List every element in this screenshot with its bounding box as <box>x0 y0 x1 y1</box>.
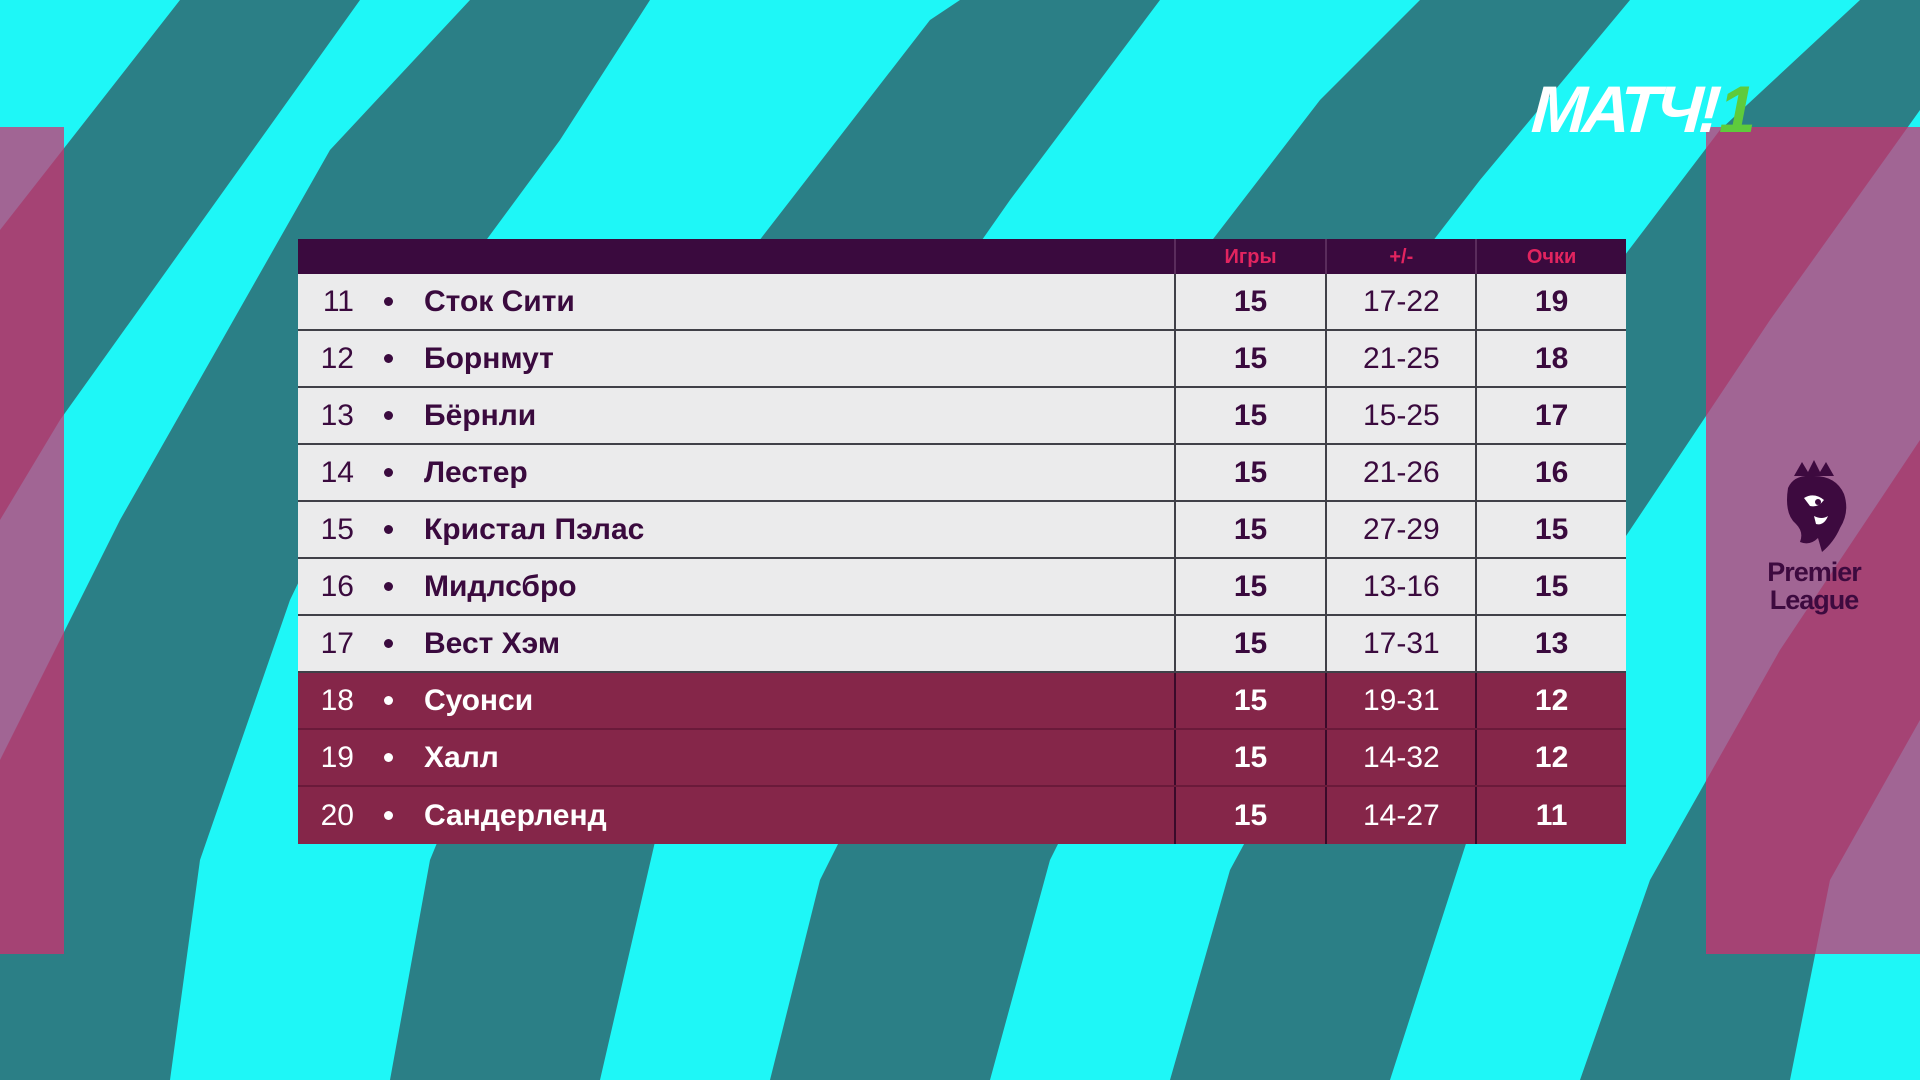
position: 18 <box>320 683 354 717</box>
team-cell: 11 Сток Сити <box>298 274 1174 329</box>
games-played: 15 <box>1173 559 1326 614</box>
position: 12 <box>320 341 354 375</box>
goal-difference: 17-22 <box>1325 274 1475 329</box>
games-played: 15 <box>1173 445 1326 500</box>
points: 12 <box>1475 730 1626 785</box>
table-row: 11 Сток Сити 15 17-22 19 <box>298 274 1626 331</box>
points: 12 <box>1475 673 1626 728</box>
team-name: Мидлсбро <box>424 569 577 603</box>
team-name: Бёрнли <box>424 398 537 432</box>
team-cell: 20 Сандерленд <box>298 787 1174 844</box>
games-played: 15 <box>1173 331 1326 386</box>
team-name: Халл <box>424 740 499 774</box>
bullet-icon <box>384 639 393 648</box>
team-name: Вест Хэм <box>424 626 561 660</box>
header-points: Очки <box>1475 239 1626 274</box>
games-played: 15 <box>1173 673 1326 728</box>
games-played: 15 <box>1173 502 1326 557</box>
table-row: 19 Халл 15 14-32 12 <box>298 730 1626 787</box>
table-row: 15 Кристал Пэлас 15 27-29 15 <box>298 502 1626 559</box>
team-name: Сандерленд <box>424 798 607 832</box>
bullet-icon <box>384 468 393 477</box>
points: 18 <box>1475 331 1626 386</box>
goal-difference: 19-31 <box>1325 673 1475 728</box>
bullet-icon <box>384 753 393 762</box>
games-played: 15 <box>1173 787 1326 844</box>
points: 17 <box>1475 388 1626 443</box>
position: 17 <box>320 626 354 660</box>
header-games: Игры <box>1173 239 1326 274</box>
lion-crest-icon <box>1787 460 1847 552</box>
channel-logo-text: МАТЧ! <box>1529 72 1720 146</box>
goal-difference: 13-16 <box>1325 559 1475 614</box>
premier-league-logo: Premier League <box>1756 458 1872 614</box>
table-header: Игры +/- Очки <box>298 239 1626 274</box>
table-row: 17 Вест Хэм 15 17-31 13 <box>298 616 1626 673</box>
table-row: 18 Суонси 15 19-31 12 <box>298 673 1626 730</box>
games-played: 15 <box>1173 388 1326 443</box>
position: 11 <box>322 284 354 318</box>
games-played: 15 <box>1173 274 1326 329</box>
team-cell: 15 Кристал Пэлас <box>298 502 1174 557</box>
team-name: Борнмут <box>424 341 554 375</box>
position: 19 <box>320 740 354 774</box>
table-row: 20 Сандерленд 15 14-27 11 <box>298 787 1626 844</box>
team-cell: 12 Борнмут <box>298 331 1174 386</box>
points: 15 <box>1475 559 1626 614</box>
position: 20 <box>320 798 354 832</box>
goal-difference: 21-26 <box>1325 445 1475 500</box>
header-team-spacer <box>298 239 1174 274</box>
channel-logo-number: 1 <box>1719 72 1756 146</box>
goal-difference: 14-27 <box>1325 787 1475 844</box>
position: 14 <box>320 455 354 489</box>
bullet-icon <box>384 354 393 363</box>
league-logo-line1: Premier <box>1767 557 1862 587</box>
bullet-icon <box>384 582 393 591</box>
games-played: 15 <box>1173 616 1326 671</box>
header-goal-diff: +/- <box>1325 239 1475 274</box>
table-row: 13 Бёрнли 15 15-25 17 <box>298 388 1626 445</box>
position: 13 <box>320 398 354 432</box>
team-name: Лестер <box>424 455 528 489</box>
standings-table: Игры +/- Очки 11 Сток Сити 15 17-22 19 12 Борн… <box>298 239 1626 844</box>
left-side-panel <box>0 127 64 954</box>
bullet-icon <box>384 297 393 306</box>
points: 15 <box>1475 502 1626 557</box>
table-row: 14 Лестер 15 21-26 16 <box>298 445 1626 502</box>
goal-difference: 27-29 <box>1325 502 1475 557</box>
table-row: 12 Борнмут 15 21-25 18 <box>298 331 1626 388</box>
points: 13 <box>1475 616 1626 671</box>
points: 16 <box>1475 445 1626 500</box>
team-name: Суонси <box>424 683 534 717</box>
team-name: Кристал Пэлас <box>424 512 645 546</box>
position: 16 <box>320 569 354 603</box>
team-cell: 16 Мидлсбро <box>298 559 1174 614</box>
bullet-icon <box>384 811 393 820</box>
bullet-icon <box>384 525 393 534</box>
team-cell: 17 Вест Хэм <box>298 616 1174 671</box>
goal-difference: 14-32 <box>1325 730 1475 785</box>
team-cell: 13 Бёрнли <box>298 388 1174 443</box>
goal-difference: 21-25 <box>1325 331 1475 386</box>
goal-difference: 15-25 <box>1325 388 1475 443</box>
goal-difference: 17-31 <box>1325 616 1475 671</box>
position: 15 <box>320 512 354 546</box>
team-cell: 14 Лестер <box>298 445 1174 500</box>
points: 11 <box>1475 787 1626 844</box>
team-cell: 19 Халл <box>298 730 1174 785</box>
points: 19 <box>1475 274 1626 329</box>
team-cell: 18 Суонси <box>298 673 1174 728</box>
channel-logo: МАТЧ! 1 <box>1529 72 1756 146</box>
team-name: Сток Сити <box>424 284 575 318</box>
games-played: 15 <box>1173 730 1326 785</box>
league-logo-line2: League <box>1769 585 1860 615</box>
bullet-icon <box>384 696 393 705</box>
table-body: 11 Сток Сити 15 17-22 19 12 Борнмут 15 21-25 18 13… <box>298 274 1626 844</box>
bullet-icon <box>384 411 393 420</box>
table-row: 16 Мидлсбро 15 13-16 15 <box>298 559 1626 616</box>
